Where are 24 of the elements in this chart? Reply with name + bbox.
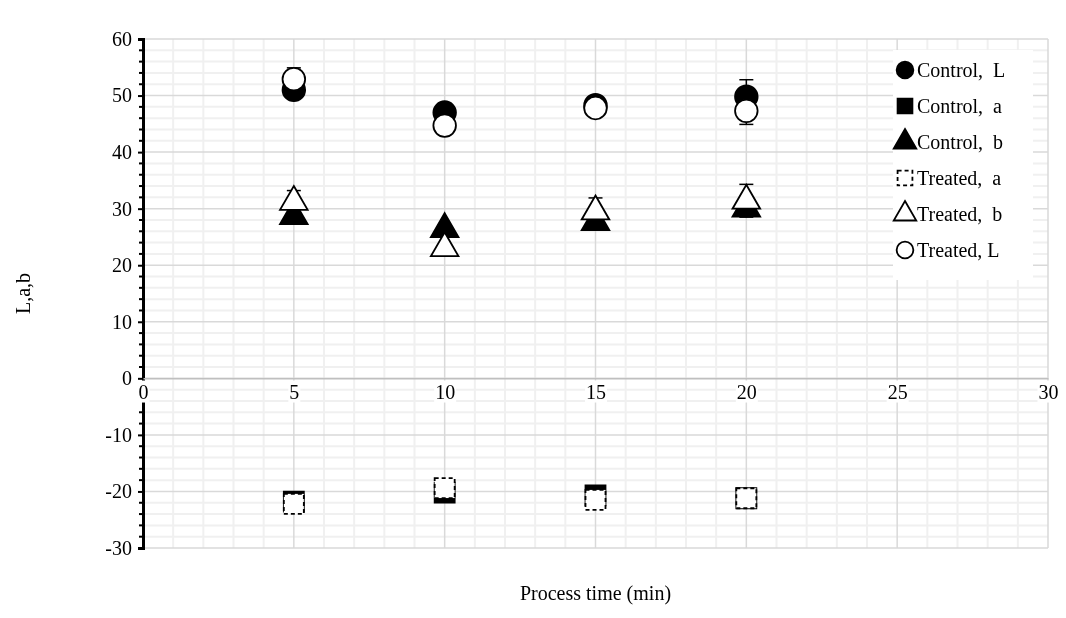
legend-label: Control, b: [917, 131, 1004, 153]
x-tick-label: 20: [736, 380, 757, 403]
y-tick-label: 40: [112, 141, 132, 164]
y-tick-label: 60: [112, 27, 132, 50]
legend-label: Treated, b: [917, 203, 1003, 225]
legend-label: Treated, L: [917, 239, 1000, 261]
x-tick-label: 0: [138, 380, 149, 403]
x-axis-title: Process time (min): [519, 582, 672, 605]
y-tick-label: -20: [105, 480, 132, 503]
legend-label: Control, a: [917, 95, 1003, 117]
legend-label: Control, L: [917, 59, 1006, 81]
x-tick-label: 30: [1038, 380, 1059, 403]
y-tick-label: -30: [105, 536, 132, 559]
x-tick-label: 25: [887, 380, 908, 403]
y-tick-label: 10: [112, 310, 132, 333]
y-tick-label: -10: [105, 423, 132, 446]
y-tick-label: 50: [112, 84, 132, 107]
y-axis-title: L,a,b: [12, 272, 34, 315]
x-tick-label: 10: [435, 380, 456, 403]
y-tick-label: 30: [112, 197, 132, 220]
x-tick-label: 15: [586, 380, 606, 403]
y-tick-label: 20: [112, 254, 132, 277]
x-tick-label: 5: [289, 380, 300, 403]
legend-label: Treated, a: [917, 167, 1002, 189]
